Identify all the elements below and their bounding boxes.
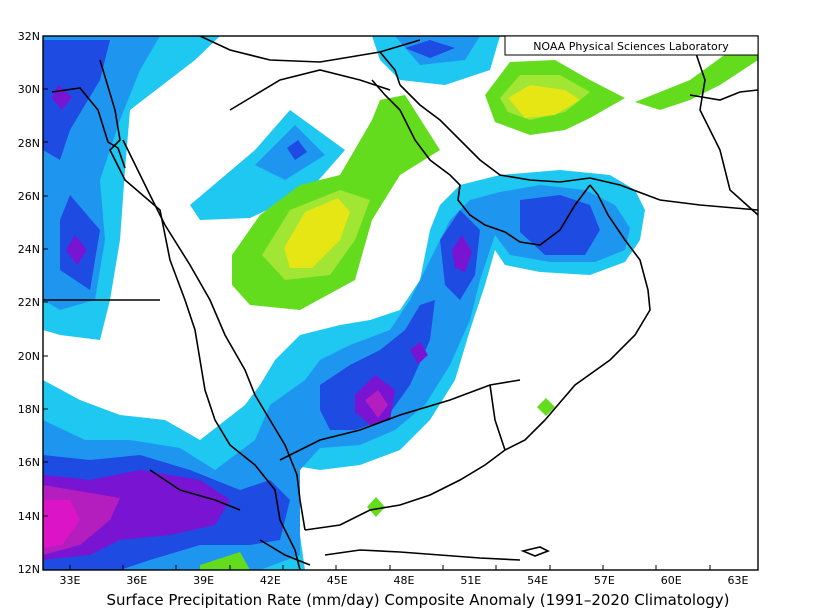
contour-east-level-4c [452,235,472,272]
border-saudi-iraq [229,69,391,111]
lon-label-42e: 42E [260,574,281,587]
lon-axis: 33E 36E 39E 42E 45E 48E 51E 54E 57E 60E … [60,574,749,587]
contour-green-3 [284,198,350,268]
map-frame [42,35,759,571]
lon-label-63e: 63E [728,574,749,587]
contour-fills [43,36,758,570]
lat-label-16n: 16N [18,456,40,469]
coastline-africa [99,59,301,570]
contour-east-level-3b [320,300,435,430]
contour-ne-green-4 [635,40,758,110]
border-iraq-iran [379,51,401,86]
coastline-gulf [371,79,591,246]
coastline-iran [399,84,758,211]
lat-label-22n: 22N [18,296,40,309]
lat-label-12n: 12N [18,563,40,576]
lat-label-14n: 14N [18,510,40,523]
coastline-sinai [51,87,126,169]
contour-east-level-4d [410,342,428,364]
contour-green-patch-1 [537,398,555,416]
border-ethiopia [149,469,241,511]
border-somalia [259,539,311,566]
lon-label-57e: 57E [594,574,615,587]
coastline-oman [544,184,651,421]
lon-label-33e: 33E [60,574,81,587]
coastline-arabia-west [122,139,306,531]
lat-label-24n: 24N [18,243,40,256]
contour-green-patch-2 [367,497,385,517]
lon-label-39e: 39E [193,574,214,587]
contour-ne-level-3 [405,40,455,58]
lat-axis: 32N 30N 28N 26N 24N 22N 20N 18N 16N 14N … [18,30,40,576]
lon-label-54e: 54E [527,574,548,587]
lat-ticks [43,88,48,517]
lon-ticks [69,565,711,570]
contour-east-level-4 [43,470,230,560]
coastline-yemen [304,419,546,531]
lat-label-30n: 30N [18,83,40,96]
lon-label-45e: 45E [327,574,348,587]
contour-west-level-4b [66,235,87,265]
contour-east-level-6 [43,500,80,548]
lat-label-32n: 32N [18,30,40,43]
border-oman-yemen [489,384,506,451]
lon-label-48e: 48E [394,574,415,587]
contour-east-level-3d [520,195,600,255]
island-socotra [520,546,550,557]
lat-label-26n: 26N [18,190,40,203]
lat-label-20n: 20N [18,350,40,363]
lat-label-18n: 18N [18,403,40,416]
lon-label-51e: 51E [460,574,481,587]
contour-ne-green-3 [508,85,580,118]
lon-label-36e: 36E [126,574,147,587]
border-afghan [689,89,758,101]
contour-east-level-5b [365,390,388,418]
contour-n-level-3 [287,140,307,160]
contour-west-level-3 [43,40,110,160]
contour-green-patch-3 [200,552,250,570]
figure-caption: Surface Precipitation Rate (mm/day) Comp… [106,591,730,609]
lat-label-28n: 28N [18,137,40,150]
coastlines [43,36,758,570]
coastline-somaliland [324,549,521,561]
credit-box [504,35,759,56]
lon-label-60e: 60E [661,574,682,587]
border-turkey [199,36,421,63]
border-iran-afghan [689,36,758,216]
credit-label: NOAA Physical Sciences Laboratory [533,40,729,53]
